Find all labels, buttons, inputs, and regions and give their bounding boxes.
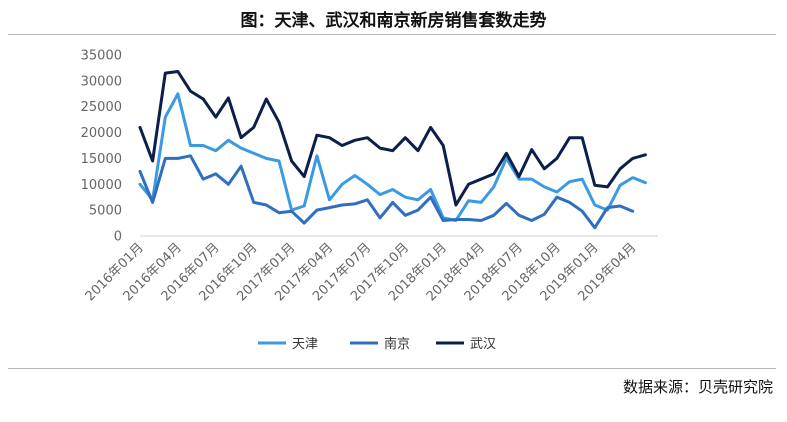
y-tick-label: 5000 xyxy=(89,204,122,219)
series-line-天津 xyxy=(138,92,647,222)
y-tick-label: 10000 xyxy=(81,178,122,193)
y-tick-label: 30000 xyxy=(81,74,122,89)
y-tick-label: 0 xyxy=(114,230,122,245)
series-line-武汉 xyxy=(138,70,647,207)
y-tick-label: 25000 xyxy=(81,100,122,115)
legend-label: 天津 xyxy=(292,337,318,352)
legend-label: 南京 xyxy=(384,336,410,352)
y-tick-label: 15000 xyxy=(81,152,122,167)
legend-label: 武汉 xyxy=(470,337,496,352)
bottom-rule xyxy=(8,368,776,369)
series-line-南京 xyxy=(138,154,635,230)
source-note: 数据来源：贝壳研究院 xyxy=(622,378,773,396)
y-tick-label: 20000 xyxy=(81,126,122,141)
chart-title: 图：天津、武汉和南京新房销售套数走势 xyxy=(240,11,547,31)
line-chart: 050001000015000200002500030000350002016年… xyxy=(81,49,658,352)
top-rule xyxy=(8,34,776,35)
y-tick-label: 35000 xyxy=(81,49,122,64)
